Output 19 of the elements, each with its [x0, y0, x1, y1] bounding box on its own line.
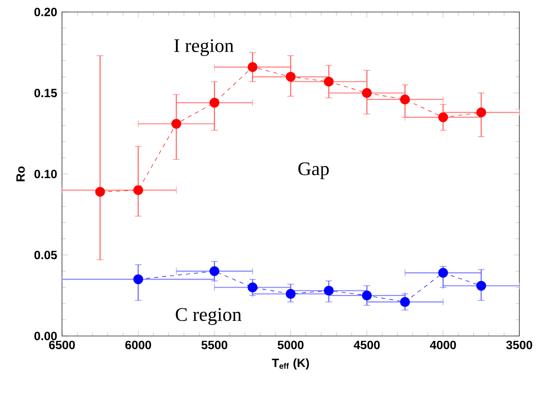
- x-tick-label: 3500: [506, 340, 532, 350]
- y-tick-label: 0.00: [34, 332, 57, 340]
- point: [476, 107, 486, 118]
- x-tick-label: 6500: [49, 340, 75, 350]
- x-tick-label: 5500: [201, 340, 228, 350]
- y-tick-label: 0.10: [34, 170, 57, 178]
- x-tick-label: 4500: [354, 340, 380, 350]
- y-tick-label: 0.20: [34, 8, 57, 16]
- x-axis-title: T$_{eff}$ (K): [272, 358, 309, 370]
- y-axis-title: Ro: [16, 166, 25, 182]
- x-tick-label: 5000: [278, 340, 304, 350]
- annotation: I region: [174, 39, 234, 56]
- y-tick-label: 0.15: [34, 88, 57, 98]
- x-tick-label: 6000: [125, 340, 152, 350]
- point: [248, 62, 258, 72]
- annotation: Gap: [298, 162, 329, 180]
- annotation: C region: [176, 308, 242, 325]
- y-tick-label: 0.05: [34, 250, 57, 260]
- x-tick-label: 4000: [430, 340, 456, 350]
